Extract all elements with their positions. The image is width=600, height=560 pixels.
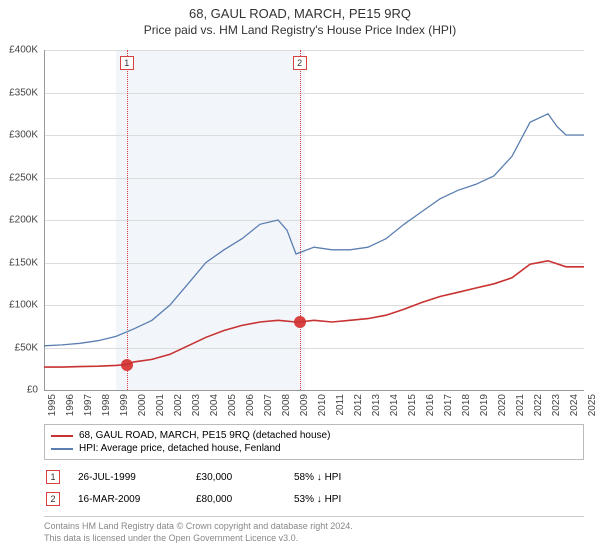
x-axis-label: 2003 [191, 394, 202, 416]
event-marker: 2 [46, 492, 60, 506]
legend-item: 68, GAUL ROAD, MARCH, PE15 9RQ (detached… [51, 429, 577, 442]
event-diff: 58% ↓ HPI [294, 472, 394, 483]
event-row: 2 16-MAR-2009 £80,000 53% ↓ HPI [44, 488, 584, 510]
x-axis-label: 2018 [461, 394, 472, 416]
series-hpi [44, 114, 584, 346]
x-axis-label: 2019 [479, 394, 490, 416]
x-axis-label: 1998 [101, 394, 112, 416]
x-axis-label: 2014 [389, 394, 400, 416]
x-axis-label: 2007 [263, 394, 274, 416]
x-axis-label: 2010 [317, 394, 328, 416]
footer-line: Contains HM Land Registry data © Crown c… [44, 521, 584, 533]
legend-label: 68, GAUL ROAD, MARCH, PE15 9RQ (detached… [79, 430, 330, 441]
x-axis-label: 2000 [137, 394, 148, 416]
legend-swatch [51, 448, 73, 450]
x-axis-label: 2005 [227, 394, 238, 416]
chart-container: 68, GAUL ROAD, MARCH, PE15 9RQ Price pai… [0, 0, 600, 560]
chart-subtitle: Price paid vs. HM Land Registry's House … [0, 21, 600, 37]
event-row: 1 26-JUL-1999 £30,000 58% ↓ HPI [44, 466, 584, 488]
x-axis-label: 1999 [119, 394, 130, 416]
footer: Contains HM Land Registry data © Crown c… [44, 516, 584, 544]
y-axis-label: £100K [0, 300, 38, 311]
y-axis-label: £400K [0, 45, 38, 56]
event-diff: 53% ↓ HPI [294, 494, 394, 505]
y-axis-label: £300K [0, 130, 38, 141]
x-axis-label: 2021 [515, 394, 526, 416]
legend-label: HPI: Average price, detached house, Fenl… [79, 443, 281, 454]
legend-item: HPI: Average price, detached house, Fenl… [51, 442, 577, 455]
footer-line: This data is licensed under the Open Gov… [44, 533, 584, 545]
event-price: £30,000 [196, 472, 276, 483]
x-axis-label: 2024 [569, 394, 580, 416]
y-axis-label: £200K [0, 215, 38, 226]
events-table: 1 26-JUL-1999 £30,000 58% ↓ HPI 2 16-MAR… [44, 466, 584, 510]
y-axis-label: £50K [0, 342, 38, 353]
event-price: £80,000 [196, 494, 276, 505]
y-axis-label: £0 [0, 385, 38, 396]
x-axis-label: 2022 [533, 394, 544, 416]
x-axis-label: 2023 [551, 394, 562, 416]
x-axis-label: 2012 [353, 394, 364, 416]
event-marker: 1 [46, 470, 60, 484]
series-price_paid [44, 261, 584, 367]
legend-swatch [51, 435, 73, 437]
x-axis-label: 2006 [245, 394, 256, 416]
chart-title: 68, GAUL ROAD, MARCH, PE15 9RQ [0, 0, 600, 21]
legend: 68, GAUL ROAD, MARCH, PE15 9RQ (detached… [44, 424, 584, 460]
x-axis-label: 2015 [407, 394, 418, 416]
x-axis-label: 2011 [335, 394, 346, 416]
x-axis-label: 1995 [47, 394, 58, 416]
x-axis-label: 2004 [209, 394, 220, 416]
x-axis-label: 1997 [83, 394, 94, 416]
x-axis-label: 2008 [281, 394, 292, 416]
x-axis-label: 2025 [587, 394, 598, 416]
y-axis-label: £350K [0, 87, 38, 98]
x-axis-label: 2020 [497, 394, 508, 416]
x-axis-label: 2009 [299, 394, 310, 416]
x-axis-label: 2017 [443, 394, 454, 416]
event-date: 26-JUL-1999 [78, 472, 178, 483]
x-axis-label: 2001 [155, 394, 166, 416]
chart-plot-area: £0£50K£100K£150K£200K£250K£300K£350K£400… [44, 50, 584, 390]
x-axis-label: 2013 [371, 394, 382, 416]
y-axis-label: £150K [0, 257, 38, 268]
x-axis-label: 2016 [425, 394, 436, 416]
event-date: 16-MAR-2009 [78, 494, 178, 505]
line-plot-svg [44, 50, 584, 390]
y-axis-label: £250K [0, 172, 38, 183]
x-axis-label: 2002 [173, 394, 184, 416]
x-axis-label: 1996 [65, 394, 76, 416]
